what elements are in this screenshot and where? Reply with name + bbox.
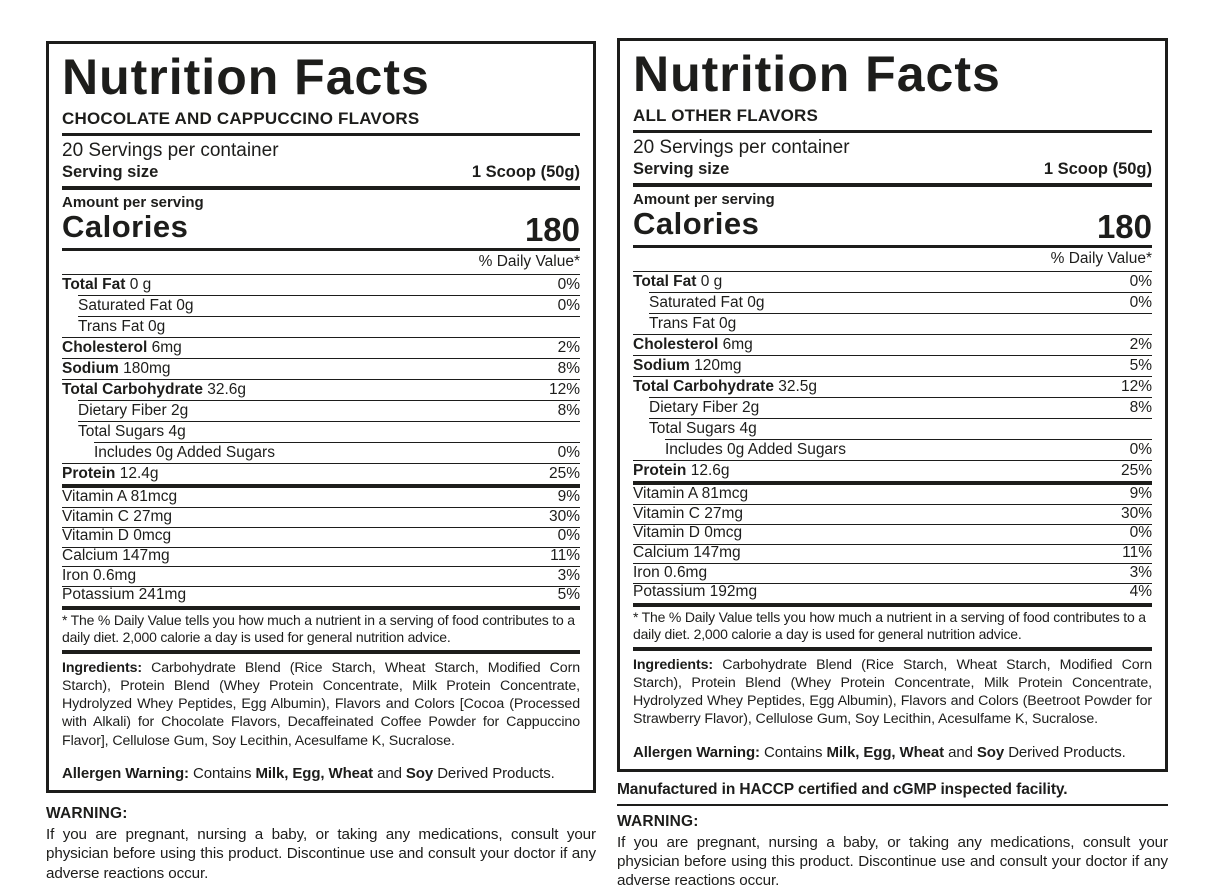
right-column: Nutrition Facts ALL OTHER FLAVORS 20 Ser… (617, 38, 1168, 891)
ingredients-paragraph: Ingredients: Carbohydrate Blend (Rice St… (633, 656, 1152, 729)
warning-block-left: WARNING: If you are pregnant, nursing a … (46, 805, 596, 883)
ingredients-label: Ingredients: (633, 656, 713, 673)
vitamin-row: Vitamin D 0mcg 0% (62, 526, 580, 547)
calories-value: 180 (1096, 207, 1152, 245)
ingredients-text: Carbohydrate Blend (Rice Starch, Wheat S… (633, 656, 1152, 728)
nutrient-row: Total Carbohydrate 32.6g 12% (62, 379, 580, 400)
calories-value: 180 (524, 210, 580, 248)
nutrition-facts-panel-chocolate: Nutrition Facts CHOCOLATE AND CAPPUCCINO… (46, 41, 596, 793)
amount-per-serving-label: Amount per serving (62, 193, 204, 211)
nutrient-row: Total Carbohydrate 32.5g 12% (633, 376, 1152, 397)
nutrient-row: Saturated Fat 0g 0% (78, 294, 580, 316)
serving-size-row: Serving size 1 Scoop (50g) (633, 159, 1152, 183)
daily-value-footnote: * The % Daily Value tells you how much a… (633, 608, 1146, 642)
divider (633, 130, 1152, 133)
calories-label: Calories (62, 208, 189, 244)
servings-per-container: 20 Servings per container (633, 137, 850, 158)
nutrient-row: Protein 12.4g 25% (62, 463, 580, 484)
nutrient-rows: Total Fat 0 g 0% Saturated Fat 0g 0% Trans F… (62, 273, 580, 484)
nutrient-row: Cholesterol 6mg 2% (633, 333, 1152, 355)
panel-title: Nutrition Facts (633, 46, 1001, 102)
ingredients-text: Carbohydrate Blend (Rice Starch, Wheat S… (62, 659, 580, 749)
warning-title: WARNING: (46, 804, 128, 822)
nutrient-row: Total Sugars 4g (649, 418, 1152, 439)
allergen-warning: Allergen Warning: Contains Milk, Egg, Wh… (62, 764, 555, 782)
serving-size-label: Serving size (62, 162, 159, 181)
calories-row: Calories 180 (62, 209, 580, 248)
nutrient-row: Dietary Fiber 2g 8% (649, 397, 1152, 418)
allergen-warning: Allergen Warning: Contains Milk, Egg, Wh… (633, 743, 1126, 761)
nutrient-row: Sodium 180mg 8% (62, 358, 580, 379)
servings-per-container: 20 Servings per container (62, 140, 279, 161)
divider (633, 646, 1152, 651)
vitamin-row: Vitamin A 81mcg 9% (62, 487, 580, 505)
divider (633, 481, 1152, 486)
nutrient-row: Cholesterol 6mg 2% (62, 336, 580, 358)
divider (62, 605, 580, 610)
serving-size-value: 1 Scoop (50g) (1043, 159, 1152, 178)
amount-per-serving-label: Amount per serving (633, 190, 775, 208)
nutrient-row: Sodium 120mg 5% (633, 355, 1152, 376)
divider (62, 649, 580, 654)
serving-size-row: Serving size 1 Scoop (50g) (62, 162, 580, 186)
divider (633, 244, 1152, 248)
nutrient-row: Dietary Fiber 2g 8% (78, 400, 580, 421)
calories-row: Calories 180 (633, 206, 1152, 245)
vitamin-row: Potassium 192mg 4% (633, 582, 1152, 603)
warning-text: If you are pregnant, nursing a baby, or … (46, 825, 596, 882)
vitamin-row: Vitamin D 0mcg 0% (633, 523, 1152, 544)
warning-block-right: WARNING: If you are pregnant, nursing a … (617, 813, 1168, 891)
vitamin-rows: Vitamin A 81mcg 9% Vitamin C 27mg 30% Vitami… (62, 488, 580, 605)
divider (62, 185, 580, 190)
divider (62, 484, 580, 489)
divider (62, 133, 580, 136)
calories-label: Calories (633, 205, 760, 241)
vitamin-row: Calcium 147mg 11% (633, 543, 1152, 564)
vitamin-row: Calcium 147mg 11% (62, 546, 580, 567)
serving-size-value: 1 Scoop (50g) (471, 162, 580, 181)
daily-value-header: % Daily Value* (1050, 249, 1152, 267)
vitamin-row: Vitamin C 27mg 30% (633, 504, 1152, 524)
flavor-subtitle: ALL OTHER FLAVORS (633, 106, 819, 125)
flavor-subtitle: CHOCOLATE AND CAPPUCCINO FLAVORS (62, 109, 420, 128)
vitamin-row: Vitamin A 81mcg 9% (633, 484, 1152, 502)
left-column: Nutrition Facts CHOCOLATE AND CAPPUCCINO… (46, 41, 596, 883)
nutrient-row: Saturated Fat 0g 0% (649, 291, 1152, 313)
divider (62, 247, 580, 251)
daily-value-header: % Daily Value* (478, 252, 580, 270)
vitamin-row: Potassium 241mg 5% (62, 585, 580, 606)
divider (633, 602, 1152, 607)
nutrient-row: Protein 12.6g 25% (633, 460, 1152, 481)
vitamin-rows: Vitamin A 81mcg 9% Vitamin C 27mg 30% Vitami… (633, 485, 1152, 602)
vitamin-row: Iron 0.6mg 3% (633, 563, 1152, 583)
nutrient-row: Total Fat 0 g 0% (62, 273, 580, 295)
ingredients-label: Ingredients: (62, 659, 142, 676)
nutrient-rows: Total Fat 0 g 0% Saturated Fat 0g 0% Trans F… (633, 270, 1152, 481)
nutrient-row: Includes 0g Added Sugars 0% (94, 442, 580, 463)
warning-title: WARNING: (617, 812, 699, 830)
nutrient-row: Includes 0g Added Sugars 0% (665, 439, 1152, 460)
vitamin-row: Vitamin C 27mg 30% (62, 507, 580, 527)
nutrition-facts-panel-other-flavors: Nutrition Facts ALL OTHER FLAVORS 20 Ser… (617, 38, 1168, 772)
ingredients-paragraph: Ingredients: Carbohydrate Blend (Rice St… (62, 659, 580, 750)
manufactured-statement: Manufactured in HACCP certified and cGMP… (617, 781, 1168, 806)
warning-text: If you are pregnant, nursing a baby, or … (617, 833, 1168, 890)
serving-size-label: Serving size (633, 159, 730, 178)
daily-value-footnote: * The % Daily Value tells you how much a… (62, 611, 575, 645)
divider (633, 182, 1152, 187)
page: { "colors": { "ink": "#1d1d1b", "backgro… (46, 38, 1169, 890)
vitamin-row: Iron 0.6mg 3% (62, 566, 580, 586)
nutrient-row: Total Sugars 4g (78, 421, 580, 442)
nutrient-row: Trans Fat 0g (78, 315, 580, 337)
panel-title: Nutrition Facts (62, 49, 430, 105)
nutrient-row: Trans Fat 0g (649, 312, 1152, 334)
nutrient-row: Total Fat 0 g 0% (633, 270, 1152, 292)
